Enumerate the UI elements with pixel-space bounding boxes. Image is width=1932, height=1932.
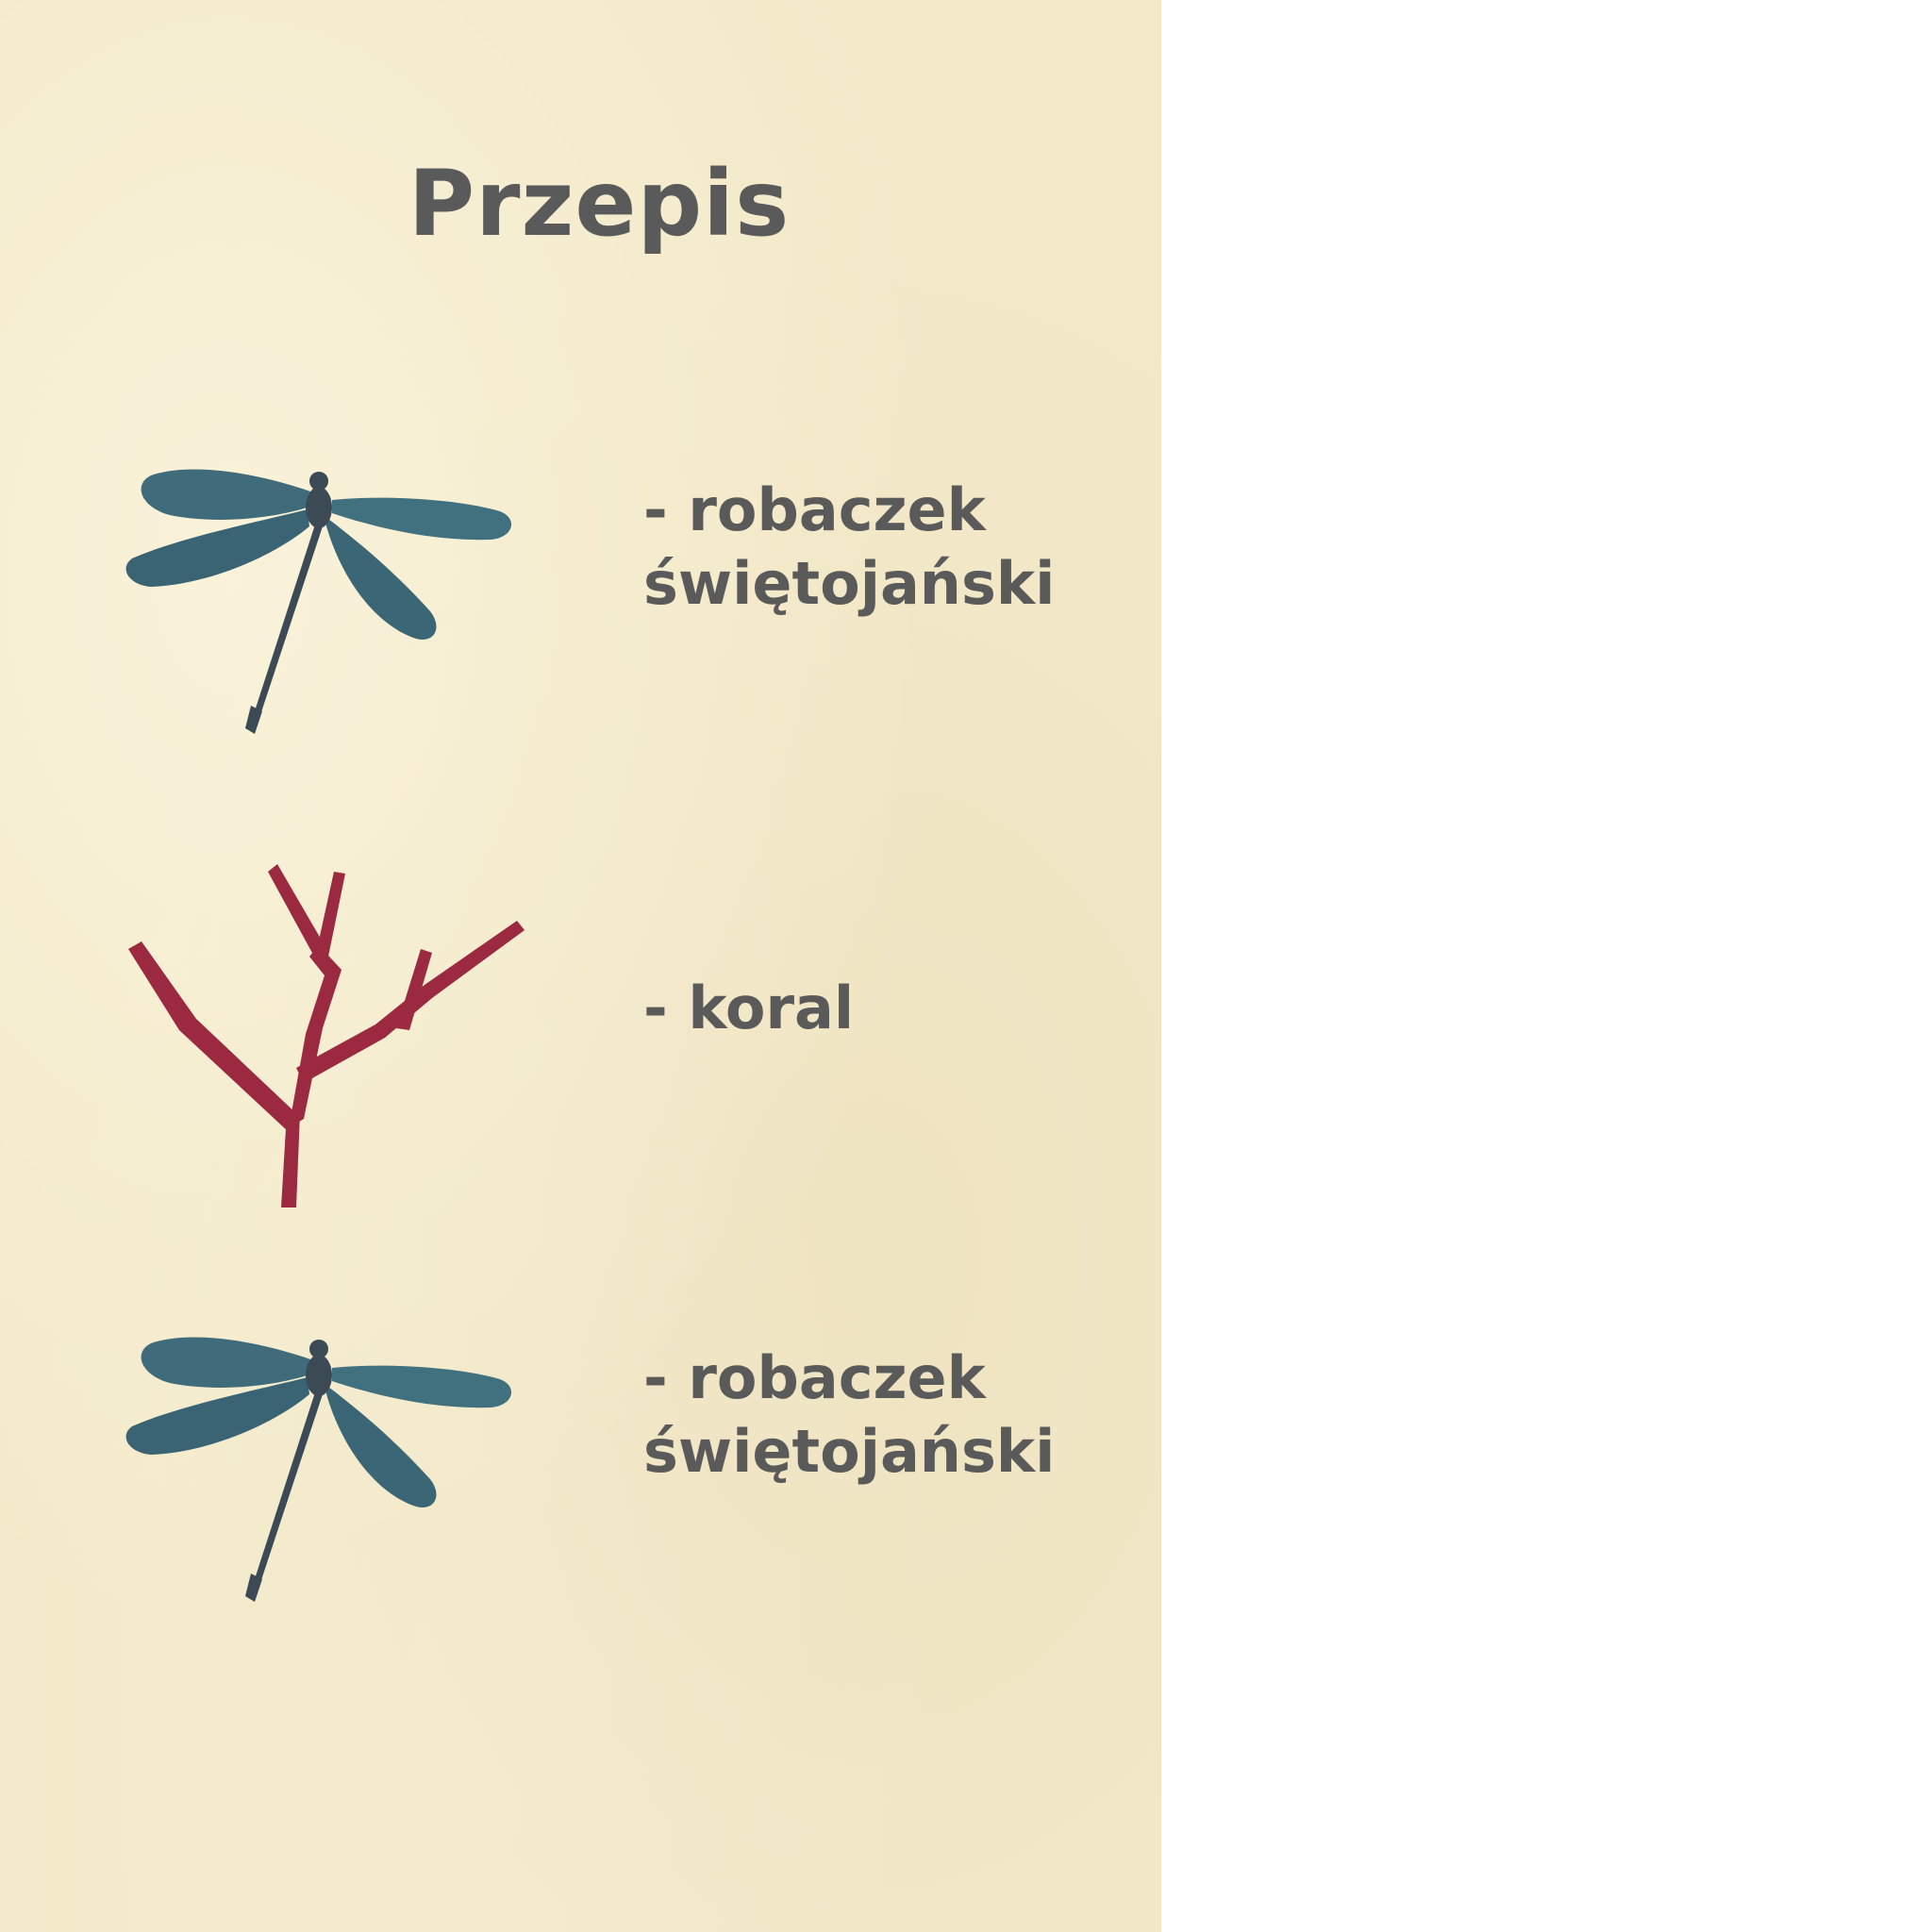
ingredient-label: - robaczek świętojański xyxy=(643,475,1056,618)
recipe-card: Przepis - robaczek świętojański xyxy=(0,0,1161,1932)
ingredient-label: - robaczek świętojański xyxy=(643,1343,1056,1486)
coral-icon xyxy=(128,864,525,1208)
ingredient-item[interactable]: - robaczek świętojański xyxy=(0,1311,1161,1623)
ingredient-label: - koral xyxy=(643,974,855,1042)
ingredient-item[interactable]: - koral xyxy=(0,858,1161,1217)
dragonfly-icon xyxy=(125,469,512,734)
ingredient-item[interactable]: - robaczek świętojański xyxy=(0,443,1161,755)
recipe-title: Przepis xyxy=(408,151,791,257)
dragonfly-icon xyxy=(125,1337,512,1602)
